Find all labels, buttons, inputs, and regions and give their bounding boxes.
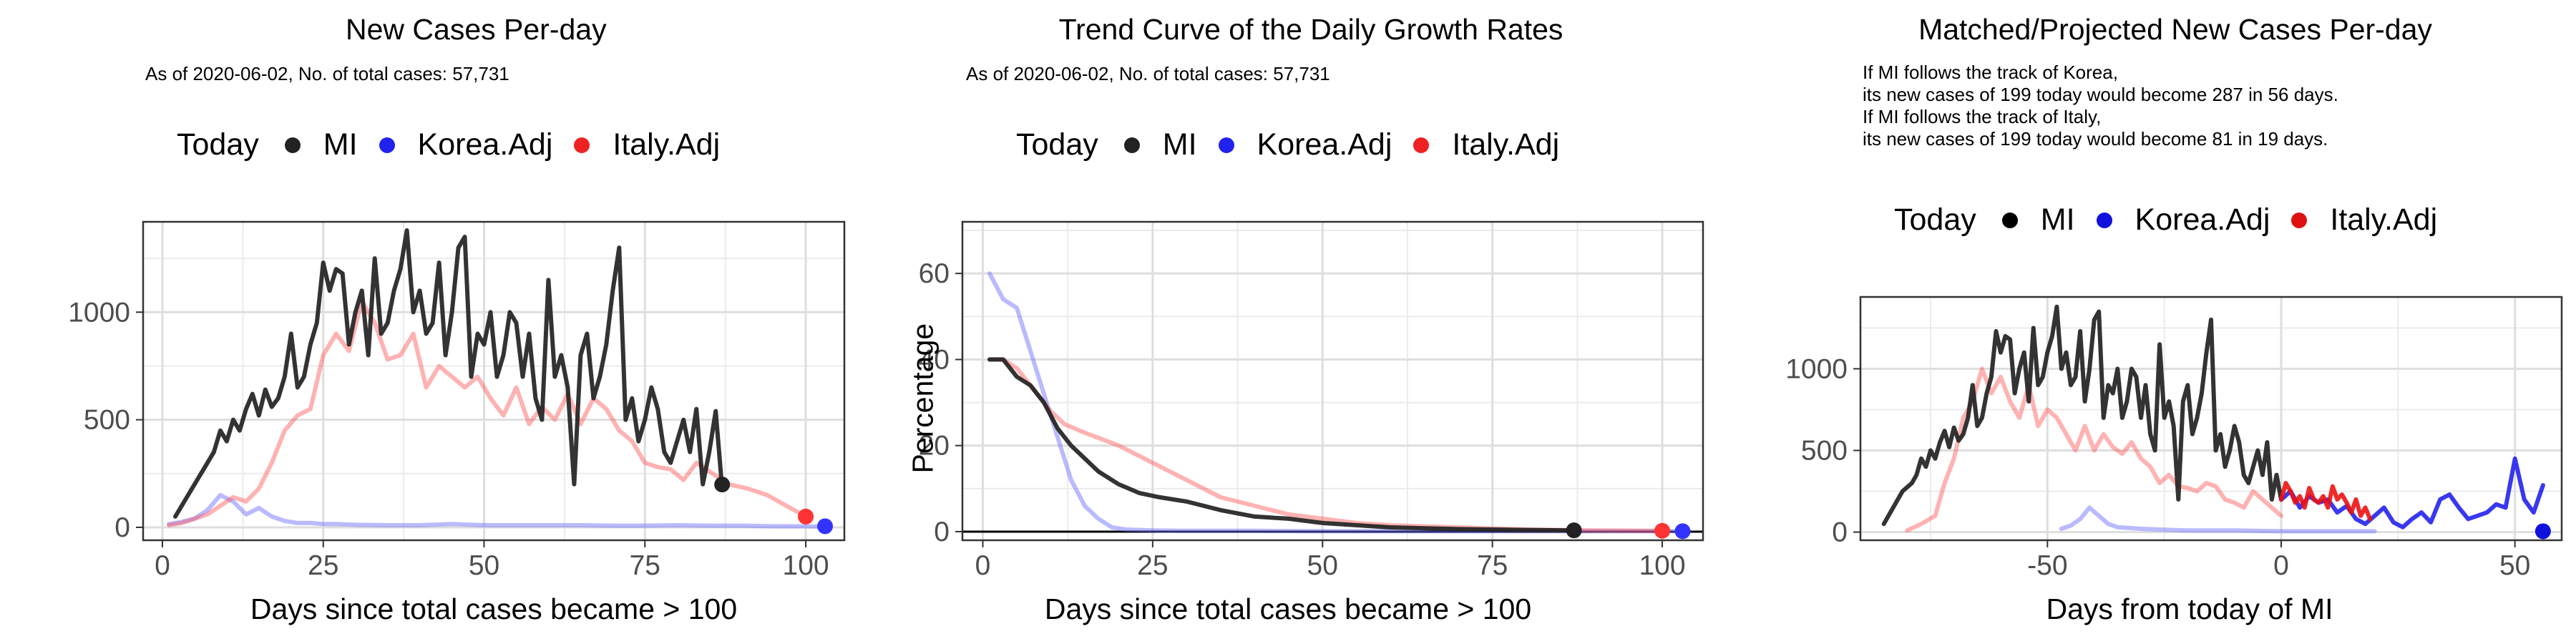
legend-label: MI xyxy=(2040,203,2075,237)
subtitle-line: If MI follows the track of Korea, xyxy=(1863,62,2118,83)
series-line-italy-adj xyxy=(2279,481,2373,522)
legend: Today MI Korea.Adj Italy.Adj xyxy=(1016,127,1581,162)
subtitle-line: its new cases of 199 today would become … xyxy=(1863,84,2338,105)
legend-item-korea: Korea.Adj xyxy=(2096,203,2270,238)
legend-item-mi: MI xyxy=(1123,127,1197,162)
y-tick-label: 0 xyxy=(934,517,950,547)
legend-title: Today xyxy=(1894,203,1976,237)
chart-title: New Cases Per-day xyxy=(346,13,607,46)
series-line-korea-adj xyxy=(2059,505,2377,534)
legend-label: Italy.Adj xyxy=(1452,127,1560,162)
chart-subtitle: If MI follows the track of Korea, its ne… xyxy=(1863,62,2338,150)
today-point-italy-adj xyxy=(1654,522,1671,539)
legend-label: MI xyxy=(323,127,358,162)
x-tick-label: 0 xyxy=(2273,550,2289,581)
today-point-mi xyxy=(714,477,731,493)
y-tick-label: 0 xyxy=(114,512,130,543)
legend-label: Korea.Adj xyxy=(417,127,553,162)
legend-label: Korea.Adj xyxy=(2135,203,2270,237)
x-tick-label: -50 xyxy=(2027,550,2067,581)
y-tick-label: 500 xyxy=(1801,435,1848,466)
legend-title: Today xyxy=(177,127,259,162)
x-axis-title: Days since total cases became > 100 xyxy=(1044,592,1532,625)
x-axis-title: Days since total cases became > 100 xyxy=(250,592,738,625)
series-line-italy-adj xyxy=(167,299,809,527)
legend-dot xyxy=(1123,137,1140,153)
x-tick-label: 100 xyxy=(783,550,829,581)
y-tick-label: 20 xyxy=(919,431,950,462)
legend-item-italy: Italy.Adj xyxy=(2291,203,2437,238)
chart-panel-growth-rates: Trend Curve of the Daily Growth Rates As… xyxy=(859,0,1717,644)
legend-dot xyxy=(1218,137,1234,153)
subtitle-line: If MI follows the track of Italy, xyxy=(1863,106,2102,127)
subtitle-line: its new cases of 199 today would become … xyxy=(1863,128,2328,150)
y-tick-label: 500 xyxy=(84,405,130,436)
today-point-korea-adj xyxy=(1674,523,1691,540)
chart-panel-new-cases: New Cases Per-day As of 2020-06-02, No. … xyxy=(0,0,859,644)
y-tick-label: 1000 xyxy=(68,297,130,328)
plot-border xyxy=(961,220,1704,542)
x-tick-label: 100 xyxy=(1639,550,1685,581)
series-line-mi xyxy=(987,357,1576,533)
legend-item-korea: Korea.Adj xyxy=(1218,127,1392,162)
y-tick-label: 40 xyxy=(919,344,950,375)
legend-dot xyxy=(284,137,301,153)
x-tick-label: 75 xyxy=(630,550,660,581)
legend-label: Italy.Adj xyxy=(2330,203,2438,237)
legend-item-mi: MI xyxy=(284,127,358,162)
legend-item-mi: MI xyxy=(2001,203,2075,238)
today-point-mi xyxy=(1566,522,1582,539)
legend: Today MI Korea.Adj Italy.Adj xyxy=(1894,203,2459,238)
plot-area: 0 25 50 75 100 0 20 40 60 xyxy=(919,220,1704,581)
chart-title: Trend Curve of the Daily Growth Rates xyxy=(1058,13,1563,46)
today-point-korea-adj xyxy=(2534,523,2551,540)
y-tick-label: 1000 xyxy=(1785,353,1848,384)
legend-dot xyxy=(2001,212,2018,228)
plot-border xyxy=(142,220,846,542)
series-line-korea-adj xyxy=(987,271,1685,534)
legend-dot xyxy=(2096,212,2112,228)
legend-label: Korea.Adj xyxy=(1257,127,1392,162)
legend-label: MI xyxy=(1162,127,1197,162)
series-line-korea-adj xyxy=(167,492,827,530)
x-tick-label: 25 xyxy=(308,550,338,581)
legend: Today MI Korea.Adj Italy.Adj xyxy=(177,127,741,162)
chart-subtitle: As of 2020-06-02, No. of total cases: 57… xyxy=(145,63,509,84)
legend-title: Today xyxy=(1016,127,1098,162)
x-tick-label: 50 xyxy=(2499,550,2530,581)
y-tick-label: 0 xyxy=(1832,517,1848,548)
x-tick-label: 0 xyxy=(975,550,991,581)
today-point-italy-adj xyxy=(798,508,814,525)
chart-title: Matched/Projected New Cases Per-day xyxy=(1918,13,2432,46)
legend-dot xyxy=(1413,137,1430,153)
x-tick-label: 50 xyxy=(1307,550,1338,581)
chart-panel-projected: Matched/Projected New Cases Per-day If M… xyxy=(1717,0,2576,644)
legend-item-italy: Italy.Adj xyxy=(574,127,720,162)
plot-border xyxy=(1859,296,2563,542)
x-tick-label: 75 xyxy=(1477,550,1508,581)
x-axis-title: Days from today of MI xyxy=(2046,592,2333,625)
series-line-mi xyxy=(1881,304,2283,527)
legend-dot xyxy=(2291,212,2308,228)
chart-subtitle: As of 2020-06-02, No. of total cases: 57… xyxy=(966,63,1330,84)
x-tick-label: 0 xyxy=(155,550,170,581)
x-tick-label: 50 xyxy=(469,550,499,581)
series-line-mi xyxy=(173,228,725,519)
legend-dot xyxy=(574,137,590,153)
legend-label: Italy.Adj xyxy=(613,127,721,162)
y-axis-title: Percentage xyxy=(906,323,940,474)
legend-item-korea: Korea.Adj xyxy=(379,127,553,162)
series-line-italy-adj xyxy=(1905,366,2283,533)
series-line-korea-adj xyxy=(2279,456,2545,530)
x-tick-label: 25 xyxy=(1137,550,1168,581)
legend-item-italy: Italy.Adj xyxy=(1413,127,1559,162)
y-tick-label: 60 xyxy=(919,258,950,289)
legend-dot xyxy=(379,137,395,153)
today-point-korea-adj xyxy=(817,518,834,535)
